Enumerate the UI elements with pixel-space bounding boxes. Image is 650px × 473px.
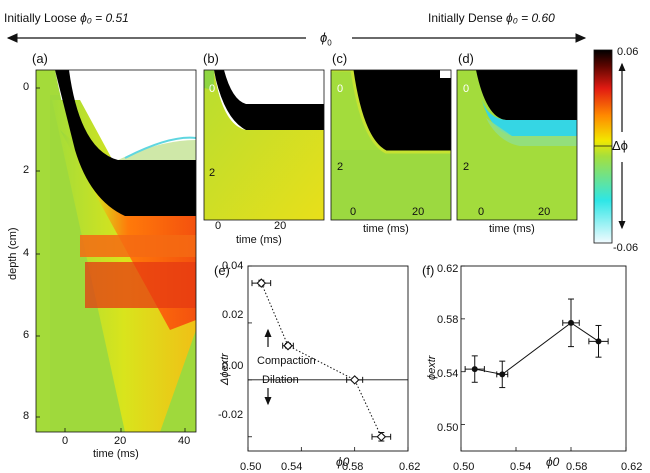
e-y-axis-label: Δϕextr bbox=[219, 353, 231, 385]
loose-label: Initially Loose ϕ₀ = 0.51 bbox=[4, 11, 129, 25]
data-point-f bbox=[499, 371, 506, 378]
heatmap-b bbox=[204, 70, 324, 220]
b-time-tick-0: 0 bbox=[215, 220, 222, 232]
a-depth-tick-1: 2 bbox=[23, 164, 30, 176]
a-depth-tick-3: 6 bbox=[23, 329, 30, 341]
f-y-tick-2: 0.58 bbox=[437, 314, 459, 326]
panel-label-b: (b) bbox=[203, 51, 219, 66]
c-depth-tick-0: 0 bbox=[337, 83, 344, 95]
d-depth-tick-1: 2 bbox=[463, 161, 470, 173]
e-x-tick-1: 0.54 bbox=[281, 461, 303, 473]
b-time-axis-label: time (ms) bbox=[236, 234, 282, 246]
dilation-label: Dilation bbox=[262, 374, 299, 386]
colorbar-max-label: 0.06 bbox=[617, 46, 639, 58]
data-point-e bbox=[256, 278, 267, 288]
a-time-tick-2: 40 bbox=[178, 435, 191, 447]
data-point-f bbox=[568, 319, 574, 326]
e-y-tick-2: 0.02 bbox=[222, 309, 244, 321]
c-time-axis-label: time (ms) bbox=[363, 223, 409, 235]
a-time-tick-1: 20 bbox=[114, 435, 127, 447]
d-time-tick-1: 20 bbox=[538, 206, 551, 218]
e-y-tick-1: 0.00 bbox=[222, 360, 244, 372]
f-y-tick-3: 0.62 bbox=[437, 263, 459, 275]
b-depth-tick-0: 0 bbox=[209, 83, 216, 95]
d-time-axis-label: time (ms) bbox=[489, 223, 535, 235]
data-point-e bbox=[376, 431, 387, 442]
a-time-axis-label: time (ms) bbox=[93, 448, 139, 460]
b-time-tick-1: 20 bbox=[274, 220, 287, 232]
e-x-tick-3: 0.62 bbox=[399, 461, 421, 473]
f-y-axis-label: ϕextr bbox=[426, 355, 438, 380]
f-x-tick-3: 0.62 bbox=[621, 461, 643, 473]
d-depth-tick-0: 0 bbox=[463, 83, 470, 95]
panel-label-c: (c) bbox=[332, 51, 348, 66]
data-point-f bbox=[595, 338, 602, 345]
d-time-tick-0: 0 bbox=[478, 206, 485, 218]
c-time-tick-1: 20 bbox=[412, 206, 425, 218]
f-y-tick-0: 0.50 bbox=[437, 422, 459, 434]
heatmap-d bbox=[457, 70, 577, 220]
plot-frame-e bbox=[247, 265, 409, 452]
a-depth-tick-0: 0 bbox=[23, 81, 30, 93]
f-x-axis-label: ϕ0 bbox=[546, 455, 560, 469]
heatmap-c bbox=[331, 70, 451, 220]
panel-label-e: (e) bbox=[214, 263, 230, 278]
c-depth-tick-1: 2 bbox=[337, 161, 344, 173]
e-x-axis-label: ϕ0 bbox=[336, 455, 350, 469]
heatmap-a bbox=[36, 70, 196, 432]
series-line-f bbox=[474, 322, 599, 375]
colorbar-symbol: Δϕ bbox=[612, 138, 628, 153]
data-point-e bbox=[349, 375, 360, 385]
dense-label: Initially Dense ϕ₀ = 0.60 bbox=[428, 11, 555, 25]
phi0-center-label: ϕ0 bbox=[320, 30, 332, 48]
plot-frame-f bbox=[460, 265, 627, 452]
panel-label-d: (d) bbox=[458, 51, 474, 66]
f-x-tick-2: 0.58 bbox=[566, 461, 588, 473]
e-y-tick-3: 0.04 bbox=[222, 260, 244, 272]
panel-label-f: (f) bbox=[422, 263, 435, 278]
colorbar-gradient bbox=[593, 49, 613, 244]
e-y-tick-0: -0.02 bbox=[218, 409, 244, 421]
e-x-tick-2: 0.58 bbox=[342, 461, 364, 473]
data-point-e bbox=[283, 340, 293, 351]
f-y-tick-1: 0.54 bbox=[437, 368, 459, 380]
c-time-tick-0: 0 bbox=[350, 206, 357, 218]
a-depth-tick-4: 8 bbox=[23, 410, 30, 422]
compaction-label: Compaction bbox=[257, 355, 316, 367]
f-x-tick-1: 0.54 bbox=[510, 461, 532, 473]
colorbar-min-label: -0.06 bbox=[613, 242, 639, 254]
panel-label-a: (a) bbox=[32, 51, 48, 66]
a-time-tick-0: 0 bbox=[62, 435, 69, 447]
heatmap-a-ticks bbox=[36, 87, 186, 432]
data-point-f bbox=[471, 366, 478, 373]
e-x-tick-0: 0.50 bbox=[240, 461, 262, 473]
series-line-e bbox=[260, 282, 382, 437]
b-depth-tick-1: 2 bbox=[209, 167, 216, 179]
a-depth-tick-2: 4 bbox=[23, 247, 30, 259]
f-x-tick-0: 0.50 bbox=[453, 461, 475, 473]
